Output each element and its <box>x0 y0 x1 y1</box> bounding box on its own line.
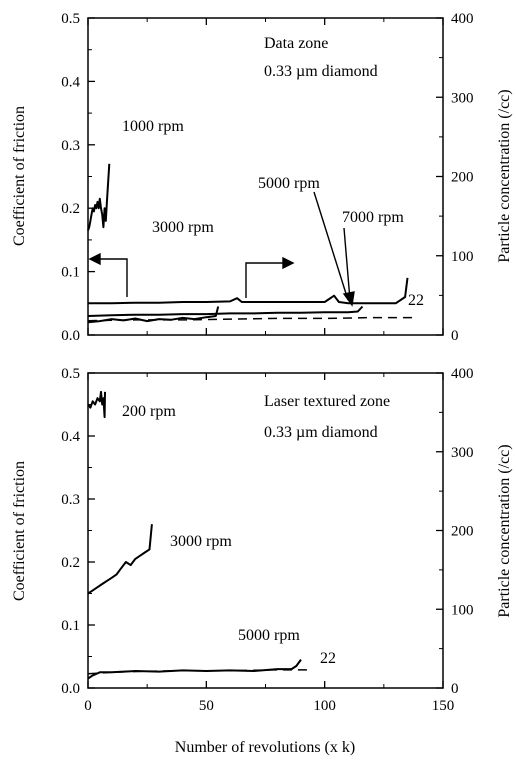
bottom-series-5000-rpm <box>87 659 302 680</box>
top-label-7000rpm: 7000 rpm <box>342 209 404 226</box>
top-right-tick-label: 400 <box>451 11 474 27</box>
bottom-annotation-laser-zone: Laser textured zone <box>264 393 390 410</box>
bottom-right-tick-label: 200 <box>451 524 474 540</box>
bottom-panel: 0.0 0.1 0.2 0.3 0.4 0.5 0 100 200 300 400 0 50 100 150… <box>11 366 513 756</box>
bottom-x-tick-label: 150 <box>432 698 455 714</box>
top-label-22: 22 <box>408 292 424 309</box>
bottom-left-axis-label: Coefficient of friction <box>11 461 28 601</box>
bottom-axis-ticks: 0.0 0.1 0.2 0.3 0.4 0.5 0 100 200 300 400 0 50 100 150 <box>61 366 473 714</box>
top-series-3000-rpm <box>87 306 220 324</box>
top-left-arrow <box>88 252 128 297</box>
bottom-series-3000-rpm <box>87 524 153 595</box>
top-left-tick-label: 0.0 <box>61 328 80 344</box>
top-series-5000-rpm <box>87 305 364 317</box>
top-left-tick-label: 0.2 <box>61 201 80 217</box>
bottom-right-axis-label: Particle concentration (/cc) <box>496 444 513 617</box>
top-label-3000rpm: 3000 rpm <box>152 219 214 236</box>
bottom-right-tick-label: 0 <box>451 681 459 697</box>
bottom-right-tick-label: 300 <box>451 445 474 461</box>
top-right-tick-label: 0 <box>451 328 459 344</box>
top-panel: 0.0 0.1 0.2 0.3 0.4 0.5 0 100 200 300 400 Coeffici… <box>11 11 513 344</box>
bottom-right-tick-label: 400 <box>451 366 474 382</box>
top-series-22 <box>87 316 413 322</box>
top-7000rpm-pointer <box>313 191 355 307</box>
bottom-annotation-diamond: 0.33 µm diamond <box>264 424 378 441</box>
top-right-axis-label: Particle concentration (/cc) <box>496 89 513 262</box>
top-series-7000-rpm <box>88 277 409 305</box>
top-right-tick-label: 200 <box>451 170 474 186</box>
top-right-tick-label: 300 <box>451 90 474 106</box>
top-left-tick-label: 0.1 <box>61 265 80 281</box>
bottom-series <box>87 390 311 680</box>
bottom-x-tick-label: 100 <box>313 698 336 714</box>
bottom-left-tick-label: 0.5 <box>61 366 80 382</box>
top-label-5000rpm: 5000 rpm <box>258 175 320 192</box>
bottom-series-22 <box>87 669 311 675</box>
bottom-x-tick-label: 50 <box>199 698 214 714</box>
bottom-label-200rpm: 200 rpm <box>122 403 176 420</box>
top-left-tick-label: 0.4 <box>61 74 80 90</box>
top-series <box>87 163 413 324</box>
bottom-left-tick-label: 0.3 <box>61 492 80 508</box>
top-series-1000-rpm <box>87 163 111 231</box>
top-right-arrow <box>245 256 295 298</box>
x-axis-label: Number of revolutions (x k) <box>175 739 355 756</box>
top-left-tick-label: 0.3 <box>61 138 80 154</box>
bottom-label-3000rpm: 3000 rpm <box>170 533 232 550</box>
bottom-left-tick-label: 0.2 <box>61 555 80 571</box>
bottom-right-tick-label: 100 <box>451 602 474 618</box>
bottom-left-tick-label: 0.1 <box>61 618 80 634</box>
bottom-label-22: 22 <box>320 650 336 667</box>
top-annotation-diamond: 0.33 µm diamond <box>264 63 378 80</box>
top-axis-ticks: 0.0 0.1 0.2 0.3 0.4 0.5 0 100 200 300 400 <box>61 11 473 344</box>
top-label-1000rpm: 1000 rpm <box>122 118 184 135</box>
top-annotation-data-zone: Data zone <box>264 35 328 52</box>
top-left-axis-label: Coefficient of friction <box>11 106 28 246</box>
bottom-series-200-rpm <box>87 390 106 419</box>
bottom-x-tick-label: 0 <box>84 698 92 714</box>
top-left-tick-label: 0.5 <box>61 11 80 27</box>
top-right-tick-label: 100 <box>451 249 474 265</box>
bottom-left-tick-label: 0.0 <box>61 681 80 697</box>
bottom-label-5000rpm: 5000 rpm <box>238 627 300 644</box>
bottom-left-tick-label: 0.4 <box>61 429 80 445</box>
